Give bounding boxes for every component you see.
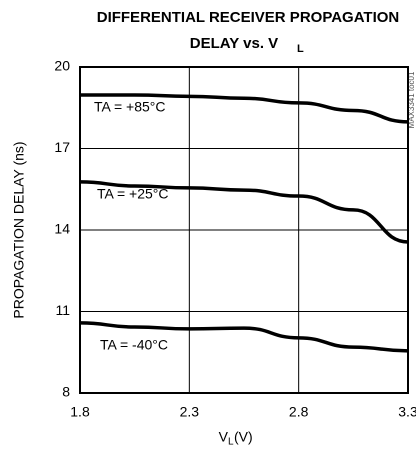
data-line <box>79 321 409 353</box>
x-tick-label: 2.3 <box>180 404 200 420</box>
chart-title-subscript: L <box>297 43 304 55</box>
y-tick-label: 8 <box>62 384 70 400</box>
series-label: TA = +25°C <box>97 186 169 202</box>
y-tick-label: 17 <box>54 139 70 155</box>
y-tick-label: 11 <box>55 302 70 318</box>
x-tick-label: 1.8 <box>70 404 90 420</box>
series-label: TA = +85°C <box>94 99 166 115</box>
plot-frame <box>79 66 409 394</box>
y-tick-label: 14 <box>54 221 70 237</box>
y-tick-label: 20 <box>54 58 70 74</box>
series-label: TA = -40°C <box>100 337 168 353</box>
data-line <box>79 93 409 124</box>
data-line <box>79 180 409 244</box>
figure-code: MAX3341 toc01 <box>407 71 416 128</box>
x-tick-label: 3.3 <box>398 404 416 420</box>
y-axis-label: PROPAGATION DELAY (ns) <box>11 141 27 318</box>
x-axis-label: V <box>219 429 229 445</box>
chart-title: DELAY vs. V <box>190 35 278 52</box>
chart-title: DIFFERENTIAL RECEIVER PROPAGATION <box>97 9 400 26</box>
x-axis-label-subscript: L <box>228 437 234 448</box>
x-axis-label-unit: (V) <box>234 429 253 445</box>
x-tick-label: 2.8 <box>289 404 309 420</box>
